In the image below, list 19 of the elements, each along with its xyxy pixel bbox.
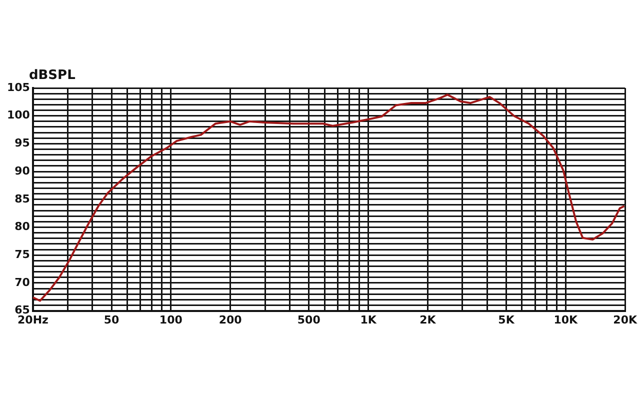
y-tick-label: 100 bbox=[6, 108, 30, 122]
y-tick-label: 70 bbox=[14, 276, 30, 289]
x-tick-label: 100 bbox=[159, 313, 183, 326]
x-tick-label: 1K bbox=[360, 313, 377, 326]
x-tick-label: 2K bbox=[420, 313, 436, 326]
y-tick-label: 90 bbox=[14, 164, 30, 178]
y-axis-title: dBSPL bbox=[28, 68, 76, 83]
x-tick-label: 10K bbox=[554, 313, 578, 326]
y-tick-label: 80 bbox=[14, 220, 30, 234]
x-tick-label: 500 bbox=[297, 313, 321, 326]
x-tick-label: 5K bbox=[498, 313, 515, 326]
x-tick-label: 20Hz bbox=[18, 313, 48, 326]
y-tick-label: 95 bbox=[14, 136, 30, 150]
y-tick-label: 75 bbox=[14, 248, 30, 261]
y-tick-label: 85 bbox=[14, 192, 30, 206]
x-tick-label: 20K bbox=[613, 313, 638, 326]
y-tick-label: 105 bbox=[6, 80, 30, 94]
x-tick-label: 200 bbox=[218, 313, 242, 326]
x-tick-label: 50 bbox=[104, 313, 120, 326]
